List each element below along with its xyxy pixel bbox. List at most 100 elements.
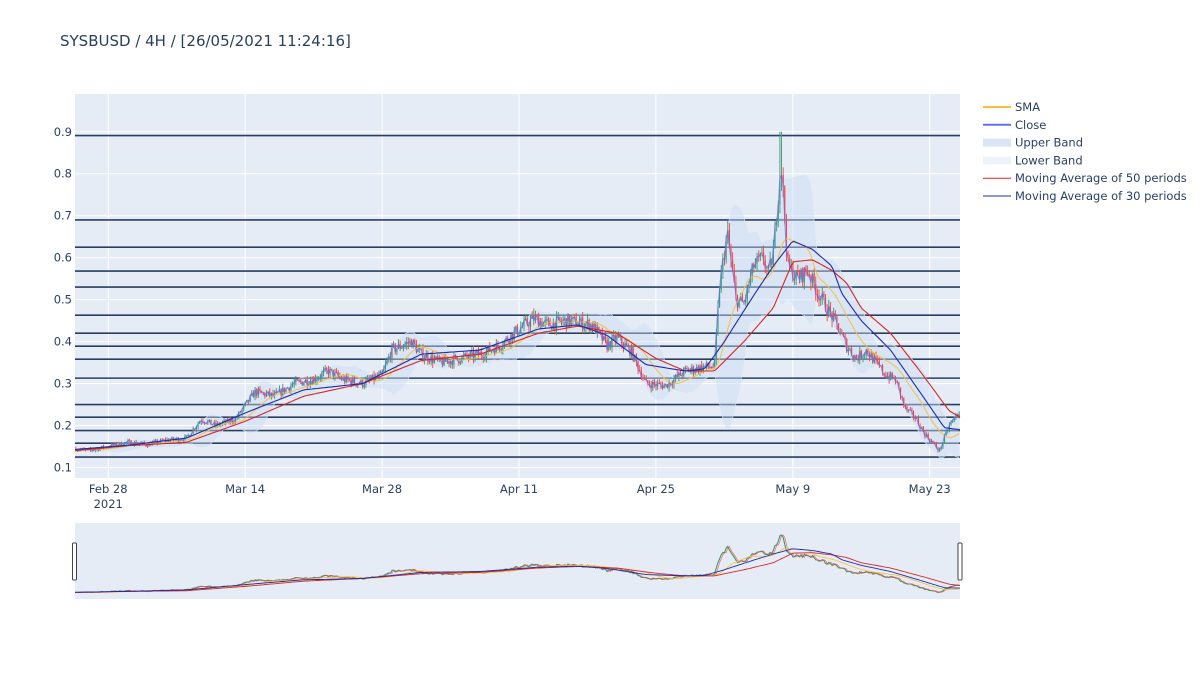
candle-body[interactable]: [732, 259, 734, 271]
candle-body[interactable]: [836, 316, 838, 324]
rangeslider[interactable]: [72, 534, 963, 594]
candle-body[interactable]: [111, 444, 113, 448]
legend-item-band_lower[interactable]: Lower Band: [983, 153, 1083, 167]
candle-body[interactable]: [632, 347, 634, 361]
candle-body[interactable]: [653, 381, 655, 385]
candle-body[interactable]: [243, 405, 245, 410]
candle-body[interactable]: [873, 356, 876, 363]
candle-body[interactable]: [485, 350, 488, 358]
candle-body[interactable]: [321, 372, 323, 378]
candle-body[interactable]: [272, 393, 274, 396]
candle-body[interactable]: [631, 347, 633, 356]
candle-body[interactable]: [339, 376, 341, 378]
candle-body[interactable]: [675, 374, 677, 380]
candle-body[interactable]: [847, 349, 849, 352]
candle-body[interactable]: [919, 424, 921, 429]
candle-body[interactable]: [445, 356, 447, 362]
candle-body[interactable]: [661, 384, 664, 389]
candle-body[interactable]: [391, 344, 393, 359]
candle-body[interactable]: [714, 359, 716, 368]
candle-body[interactable]: [502, 346, 504, 350]
candle-body[interactable]: [114, 443, 116, 446]
candle-body[interactable]: [388, 356, 390, 361]
candle-body[interactable]: [195, 426, 197, 430]
candle-body[interactable]: [518, 332, 520, 335]
candle-body[interactable]: [730, 246, 732, 260]
candle-body[interactable]: [914, 417, 916, 419]
candle-body[interactable]: [583, 326, 585, 330]
candle-body[interactable]: [945, 431, 947, 436]
candle-body[interactable]: [813, 273, 815, 284]
candle-body[interactable]: [719, 289, 721, 307]
candle-body[interactable]: [448, 360, 450, 364]
candle-body[interactable]: [327, 369, 330, 375]
candle-body[interactable]: [616, 334, 618, 341]
candle-body[interactable]: [855, 355, 858, 360]
candle-body[interactable]: [746, 285, 748, 299]
candle-body[interactable]: [810, 276, 812, 283]
candle-body[interactable]: [864, 354, 866, 356]
candle-body[interactable]: [751, 264, 753, 276]
candle-body[interactable]: [952, 419, 954, 423]
candle-body[interactable]: [507, 337, 509, 341]
candle-body[interactable]: [701, 365, 703, 371]
candle-body[interactable]: [733, 270, 735, 282]
candle-body[interactable]: [877, 358, 879, 362]
candle-body[interactable]: [384, 364, 387, 369]
candle-body[interactable]: [950, 422, 952, 425]
candle-body[interactable]: [657, 383, 659, 387]
candle-body[interactable]: [585, 323, 587, 327]
candle-body[interactable]: [489, 345, 491, 352]
candle-body[interactable]: [371, 374, 374, 380]
candle-body[interactable]: [725, 238, 727, 260]
candle-body[interactable]: [115, 443, 118, 446]
candle-body[interactable]: [834, 313, 836, 317]
legend-item-band_upper[interactable]: Upper Band: [983, 136, 1083, 150]
candle-body[interactable]: [133, 441, 136, 446]
candle-body[interactable]: [767, 266, 770, 268]
candle-body[interactable]: [953, 417, 955, 420]
candle-body[interactable]: [891, 372, 893, 379]
candle-body[interactable]: [529, 318, 532, 327]
candle-body[interactable]: [789, 257, 791, 268]
candle-body[interactable]: [210, 419, 212, 425]
candle-body[interactable]: [955, 415, 957, 418]
candle-body[interactable]: [696, 366, 698, 372]
candle-body[interactable]: [275, 391, 277, 394]
candle-body[interactable]: [309, 380, 312, 385]
candle-body[interactable]: [406, 342, 408, 345]
candle-body[interactable]: [544, 319, 546, 323]
candle-body[interactable]: [499, 347, 501, 350]
candle-body[interactable]: [280, 389, 282, 396]
candle-body[interactable]: [322, 370, 325, 373]
candle-body[interactable]: [802, 268, 804, 283]
candle-body[interactable]: [490, 350, 492, 352]
candle-body[interactable]: [927, 434, 929, 439]
candle-body[interactable]: [410, 340, 413, 348]
candle-body[interactable]: [899, 387, 902, 397]
candle-body[interactable]: [694, 371, 696, 373]
candle-body[interactable]: [624, 343, 626, 348]
candle-body[interactable]: [169, 439, 171, 442]
candle-body[interactable]: [634, 354, 636, 361]
candle-body[interactable]: [539, 321, 541, 328]
candle-body[interactable]: [756, 256, 758, 264]
candle-body[interactable]: [784, 187, 786, 221]
candle-body[interactable]: [917, 418, 920, 425]
candle-body[interactable]: [904, 404, 906, 407]
candle-body[interactable]: [854, 355, 856, 359]
candle-body[interactable]: [839, 332, 841, 334]
candle-body[interactable]: [807, 272, 809, 274]
legend-item-ma50[interactable]: Moving Average of 50 periods: [983, 171, 1187, 185]
candle-body[interactable]: [290, 385, 292, 391]
candle-body[interactable]: [679, 372, 682, 376]
candle-body[interactable]: [394, 344, 396, 352]
candle-body[interactable]: [295, 379, 297, 383]
candle-body[interactable]: [443, 356, 445, 366]
candle-body[interactable]: [497, 343, 499, 348]
candle-body[interactable]: [859, 350, 861, 361]
candle-body[interactable]: [821, 293, 823, 299]
candle-body[interactable]: [552, 322, 554, 330]
candle-body[interactable]: [450, 361, 452, 364]
